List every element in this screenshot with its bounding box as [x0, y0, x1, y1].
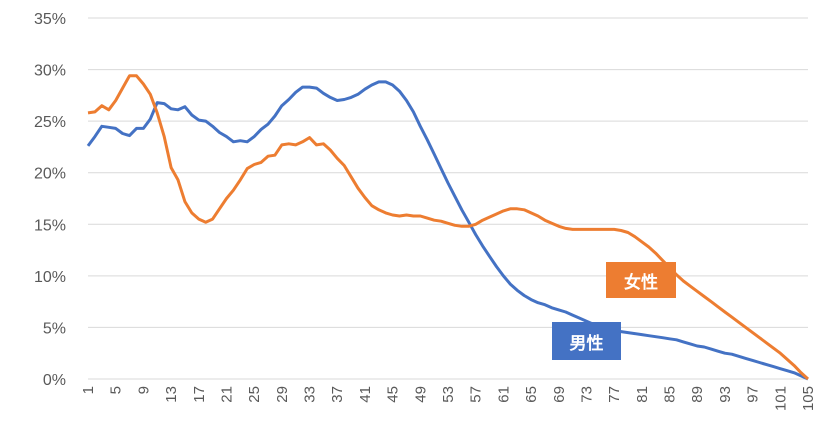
- series-line-female: [87, 74, 810, 381]
- y-tick-label: 0%: [43, 372, 66, 389]
- x-tick-label: 37: [329, 386, 346, 403]
- x-tick-label: 13: [163, 386, 180, 403]
- y-tick-label: 30%: [34, 63, 66, 80]
- x-tick-label: 21: [218, 386, 235, 403]
- x-tick-label: 69: [551, 386, 568, 403]
- x-tick-label: 9: [135, 386, 152, 394]
- x-tick-label: 89: [689, 386, 706, 403]
- x-tick-label: 1: [80, 386, 97, 394]
- x-tick-label: 101: [772, 386, 789, 411]
- x-tick-label: 105: [800, 386, 817, 411]
- x-tick-label: 57: [468, 386, 485, 403]
- y-tick-label: 10%: [34, 269, 66, 286]
- x-tick-label: 29: [274, 386, 291, 403]
- x-tick-label: 97: [745, 386, 762, 403]
- x-tick-label: 5: [108, 386, 125, 394]
- x-tick-label: 81: [634, 386, 651, 403]
- x-tick-label: 65: [523, 386, 540, 403]
- x-tick-label: 41: [357, 386, 374, 403]
- x-tick-label: 25: [246, 386, 263, 403]
- series-label-male: 男性: [552, 322, 621, 360]
- x-tick-label: 45: [385, 386, 402, 403]
- x-tick-label: 85: [662, 386, 679, 403]
- x-tick-label: 53: [440, 386, 457, 403]
- x-tick-label: 61: [495, 386, 512, 403]
- x-tick-label: 77: [606, 386, 623, 403]
- series-label-female: 女性: [606, 262, 676, 298]
- x-tick-label: 93: [717, 386, 734, 403]
- x-tick-label: 73: [578, 386, 595, 403]
- y-tick-label: 25%: [34, 114, 66, 131]
- series-line-male: [86, 80, 809, 381]
- x-tick-label: 33: [302, 386, 319, 403]
- x-tick-label: 49: [412, 386, 429, 403]
- y-tick-label: 5%: [43, 320, 66, 337]
- y-tick-label: 35%: [34, 11, 66, 28]
- x-tick-label: 17: [191, 386, 208, 403]
- y-tick-label: 20%: [34, 166, 66, 183]
- y-tick-label: 15%: [34, 217, 66, 234]
